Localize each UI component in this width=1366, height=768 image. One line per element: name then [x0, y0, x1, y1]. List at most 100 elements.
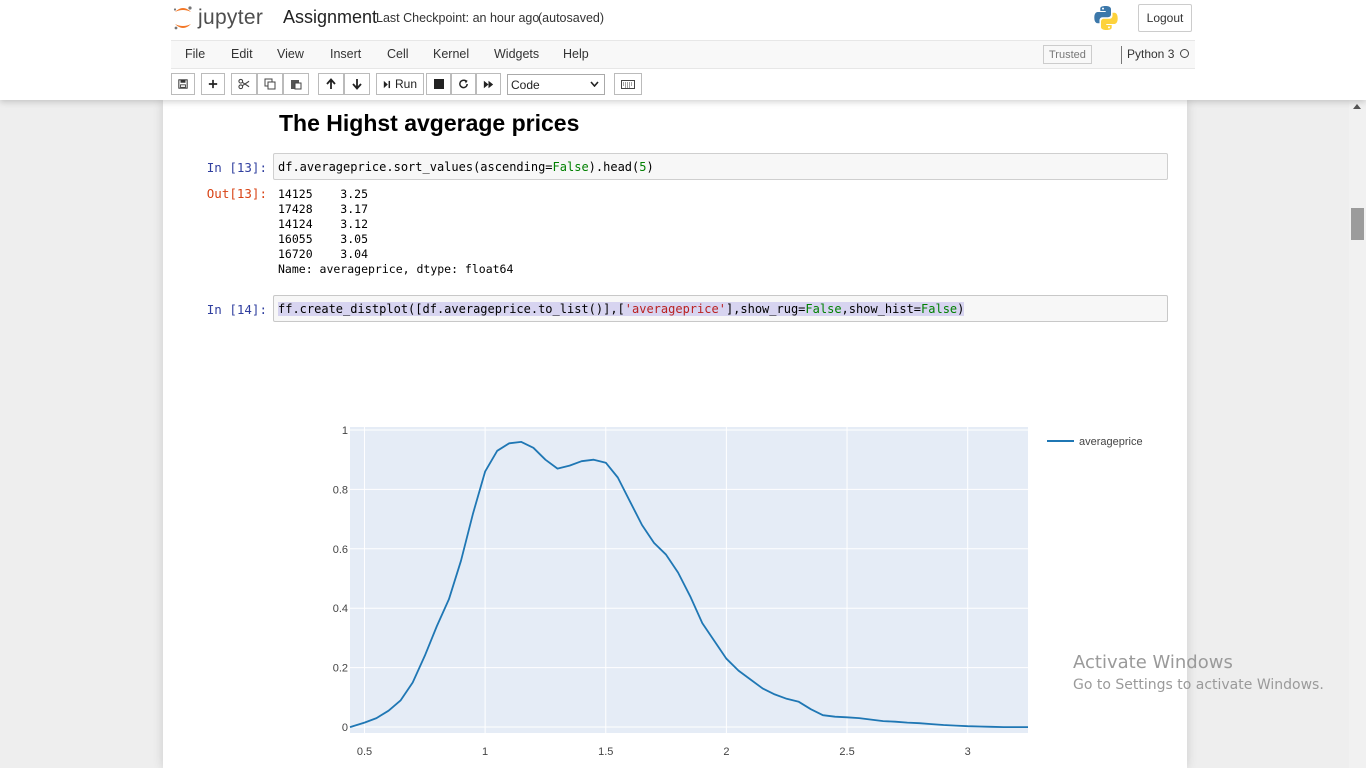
arrow-up-icon	[326, 78, 336, 89]
x-tick-label: 2	[723, 746, 729, 755]
in-prompt-14: In [14]:	[206, 302, 267, 317]
menu-cell[interactable]: Cell	[387, 47, 409, 61]
y-tick-label: 0	[342, 722, 348, 734]
cut-icon	[238, 78, 250, 90]
keyboard-icon	[621, 79, 635, 89]
insert-cell-button[interactable]	[201, 73, 225, 95]
arrow-down-icon	[352, 79, 362, 90]
output-line: 14124 3.12	[278, 217, 369, 231]
fast-forward-icon	[483, 80, 494, 88]
code-token: False	[921, 302, 958, 316]
scrollbar-thumb[interactable]	[1351, 208, 1364, 240]
top-bar: jupyter Assignment Last Checkpoint: an h…	[0, 0, 1366, 40]
code-token: ).head(	[588, 160, 640, 174]
jupyter-logo-icon	[173, 6, 192, 30]
y-tick-label: 0.4	[333, 603, 348, 615]
save-icon	[178, 79, 188, 89]
code-cell-14[interactable]: ff.create_distplot([df.averageprice.to_l…	[273, 295, 1168, 322]
page-scrollbar[interactable]	[1349, 100, 1366, 768]
output-line: 16720 3.04	[278, 247, 369, 261]
kernel-divider	[1121, 46, 1122, 64]
code-token: ff.create_distplot([df.averageprice.to_l…	[278, 302, 625, 316]
menu-bar: File Edit View Insert Cell Kernel Widget…	[171, 40, 1195, 69]
code-token: 'averageprice'	[624, 302, 726, 316]
x-tick-label: 1.5	[598, 746, 613, 755]
autosave-status: (autosaved)	[538, 11, 605, 25]
activate-subtitle: Go to Settings to activate Windows.	[1073, 677, 1324, 693]
menu-widgets[interactable]: Widgets	[494, 47, 540, 61]
x-tick-label: 1	[482, 746, 488, 755]
save-button[interactable]	[171, 73, 195, 95]
menu-insert[interactable]: Insert	[330, 47, 362, 61]
notebook-name[interactable]: Assignment	[283, 7, 378, 27]
copy-icon	[264, 78, 276, 90]
chevron-down-icon	[590, 81, 599, 87]
y-tick-label: 0.2	[333, 663, 348, 675]
logo-text: jupyter	[198, 6, 264, 29]
series-line-averageprice	[349, 440, 1028, 729]
notebook-container: The Highst avgerage prices In [13]: df.a…	[163, 100, 1187, 768]
menu-view[interactable]: View	[277, 47, 304, 61]
restart-icon	[459, 79, 468, 89]
code-token: 5	[639, 160, 647, 174]
y-tick-label: 0.8	[333, 484, 348, 496]
output-line: 17428 3.17	[278, 202, 369, 216]
code-token: ],show_rug=	[725, 302, 806, 316]
run-button[interactable]: Run	[376, 73, 424, 95]
output-line: 14125 3.25	[278, 187, 369, 201]
y-tick-label: 1	[342, 425, 348, 437]
code-token: False	[552, 160, 589, 174]
stop-icon	[433, 79, 444, 89]
python-logo-icon	[1093, 5, 1119, 36]
trusted-badge[interactable]: Trusted	[1043, 45, 1092, 64]
code-token: False	[805, 302, 842, 316]
menu-kernel[interactable]: Kernel	[433, 47, 470, 61]
cell-type-value: Code	[511, 77, 540, 92]
move-down-button[interactable]	[344, 73, 370, 95]
y-tick-label: 0.6	[333, 544, 348, 556]
x-tick-label: 3	[965, 746, 971, 755]
x-tick-label: 0.5	[357, 746, 372, 755]
interrupt-button[interactable]	[426, 73, 451, 95]
kernel-name: Python 3	[1127, 47, 1175, 61]
output-line: 16055 3.05	[278, 232, 369, 246]
plot-area	[350, 427, 1028, 733]
run-label: Run	[394, 77, 417, 91]
code-token: )	[646, 160, 654, 174]
logout-button[interactable]: Logout	[1138, 4, 1192, 32]
toolbar: Run Code	[171, 72, 1195, 98]
menu-edit[interactable]: Edit	[231, 47, 253, 61]
code-token: ,show_hist=	[841, 302, 922, 316]
output-line: Name: averageprice, dtype: float64	[278, 262, 514, 276]
cut-button[interactable]	[231, 73, 257, 95]
notebook-header: jupyter Assignment Last Checkpoint: an h…	[0, 0, 1366, 100]
activate-windows-watermark: Activate Windows Go to Settings to activ…	[1073, 652, 1324, 693]
paste-icon	[291, 80, 302, 90]
distplot-chart[interactable]: 0.5 1 1.5 2 2.5 3 0 0.2 0.4 0.6 0.8 1 averageprice	[303, 415, 1163, 755]
kernel-idle-indicator-icon	[1180, 49, 1189, 58]
checkpoint-status: Last Checkpoint: an hour ago	[376, 11, 540, 25]
code-token: )	[957, 302, 965, 316]
scroll-up-icon[interactable]	[1353, 104, 1361, 109]
code-cell-13[interactable]: df.averageprice.sort_values(ascending=Fa…	[273, 153, 1168, 180]
out-prompt-13: Out[13]:	[206, 186, 267, 201]
legend-label: averageprice	[1079, 436, 1143, 448]
output-13: 14125 3.25 17428 3.17 14124 3.12 16055 3.05…	[278, 187, 513, 277]
paste-button[interactable]	[283, 73, 309, 95]
jupyter-logo[interactable]: jupyter	[172, 4, 263, 32]
command-palette-button[interactable]	[614, 73, 642, 95]
restart-button[interactable]	[451, 73, 476, 95]
code-selection: ff.create_distplot([df.averageprice.to_l…	[278, 302, 965, 316]
markdown-heading: The Highst avgerage prices	[279, 110, 580, 136]
code-token: df.averageprice.sort_values(ascending=	[278, 160, 553, 174]
move-up-button[interactable]	[318, 73, 344, 95]
x-tick-label: 2.5	[839, 746, 854, 755]
menu-file[interactable]: File	[185, 47, 206, 61]
activate-title: Activate Windows	[1073, 652, 1233, 673]
menu-help[interactable]: Help	[563, 47, 589, 61]
restart-run-all-button[interactable]	[476, 73, 501, 95]
cell-type-select[interactable]: Code	[507, 74, 605, 95]
in-prompt-13: In [13]:	[206, 160, 267, 175]
copy-button[interactable]	[257, 73, 283, 95]
run-icon	[383, 80, 391, 88]
